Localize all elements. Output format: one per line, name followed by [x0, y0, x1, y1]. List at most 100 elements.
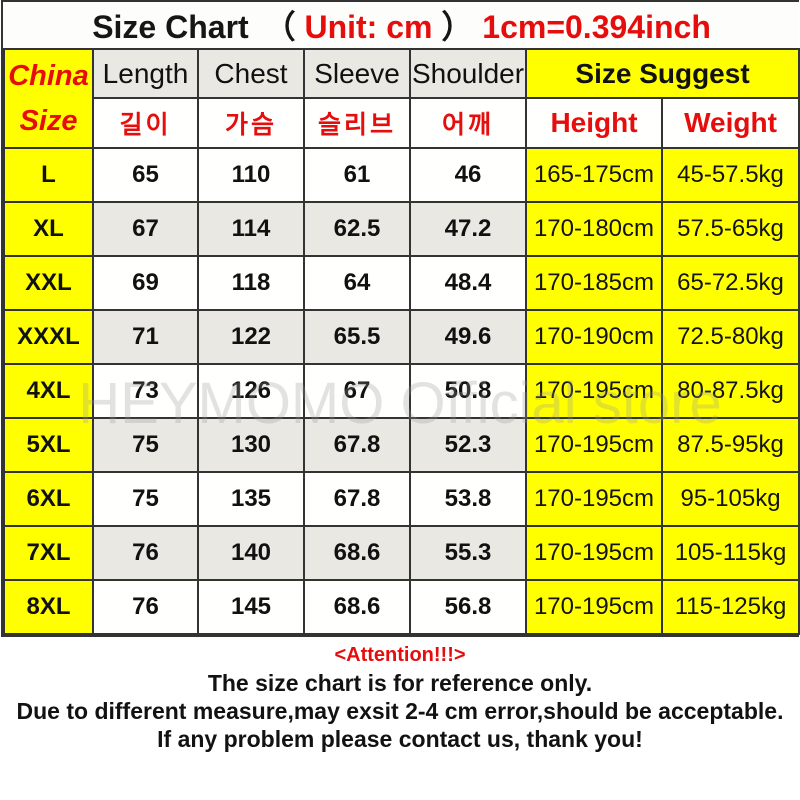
cell-shoulder: 50.8 [409, 363, 527, 419]
cell-length: 65 [92, 147, 199, 203]
attention-line-2: Due to different measure,may exsit 2-4 c… [16, 698, 784, 724]
china-size-header: China Size [3, 48, 94, 149]
chart-title: Size Chart （ Unit: cm ） 1cm=0.394inch [4, 2, 800, 50]
cell-chest: 130 [197, 417, 305, 473]
cell-sleeve: 65.5 [303, 309, 411, 365]
cell-length: 76 [92, 579, 199, 635]
column-header-chest-korean: 가슴 [197, 97, 305, 149]
column-header-length-korean: 길이 [92, 97, 199, 149]
size-suggest-header: Size Suggest [524, 48, 800, 99]
column-header-sleeve-korean: 슬리브 [303, 97, 411, 149]
cell-height: 170-195cm [525, 417, 663, 473]
cell-height: 170-195cm [525, 471, 663, 527]
cell-chest: 140 [197, 525, 305, 581]
cell-height: 170-195cm [525, 363, 663, 419]
cell-size: 7XL [3, 525, 94, 581]
cell-weight: 72.5-80kg [660, 309, 800, 365]
size-chart-table-frame: Size Chart （ Unit: cm ） 1cm=0.394inch Ch… [1, 0, 800, 637]
cell-shoulder: 56.8 [409, 579, 527, 635]
cell-weight: 45-57.5kg [660, 147, 800, 203]
cell-size: 4XL [3, 363, 94, 419]
cell-sleeve: 68.6 [303, 579, 411, 635]
cell-weight: 80-87.5kg [660, 363, 800, 419]
cell-shoulder: 53.8 [409, 471, 527, 527]
table-row: 5XL 75 130 67.8 52.3 170-195cm 87.5-95kg [3, 417, 800, 473]
attention-section: <Attention!!!> The size chart is for ref… [0, 642, 800, 753]
cell-length: 67 [92, 201, 199, 257]
table-row: 6XL 75 135 67.8 53.8 170-195cm 95-105kg [3, 471, 800, 527]
cell-size: XXXL [3, 309, 94, 365]
title-row: Size Chart （ Unit: cm ） 1cm=0.394inch [4, 2, 800, 50]
cell-size: L [3, 147, 94, 203]
title-unit: Unit: cm [304, 9, 433, 45]
cell-height: 170-195cm [525, 525, 663, 581]
table-row: 8XL 76 145 68.6 56.8 170-195cm 115-125kg [3, 579, 800, 635]
header-row-korean: 길이 가슴 슬리브 어깨 Height Weight [4, 97, 800, 149]
cell-weight: 87.5-95kg [660, 417, 800, 473]
cell-weight: 105-115kg [660, 525, 800, 581]
cell-length: 75 [92, 417, 199, 473]
cell-length: 76 [92, 525, 199, 581]
cell-size: 8XL [3, 579, 94, 635]
cell-height: 170-195cm [525, 579, 663, 635]
column-header-shoulder-korean: 어깨 [409, 97, 527, 149]
table-row: 4XL 73 126 67 50.8 170-195cm 80-87.5kg [3, 363, 800, 419]
cell-size: XXL [3, 255, 94, 311]
cell-chest: 110 [197, 147, 305, 203]
cell-weight: 115-125kg [660, 579, 800, 635]
title-main: Size Chart [92, 9, 249, 45]
cell-sleeve: 67.8 [303, 471, 411, 527]
header-row-english: China Size Length Chest Sleeve Shoulder … [3, 48, 800, 149]
title-close-paren: ） [441, 9, 474, 45]
cell-sleeve: 67.8 [303, 417, 411, 473]
column-header-weight: Weight [660, 97, 800, 149]
cell-chest: 114 [197, 201, 305, 257]
cell-chest: 135 [197, 471, 305, 527]
cell-sleeve: 62.5 [303, 201, 411, 257]
cell-shoulder: 47.2 [409, 201, 527, 257]
attention-line-1: The size chart is for reference only. [207, 670, 593, 696]
attention-line-3: If any problem please contact us, thank … [157, 726, 643, 752]
cell-height: 170-180cm [525, 201, 663, 257]
cell-height: 170-190cm [525, 309, 663, 365]
table-row: XXXL 71 122 65.5 49.6 170-190cm 72.5-80kg [3, 309, 800, 365]
cell-height: 165-175cm [525, 147, 663, 203]
cell-chest: 122 [197, 309, 305, 365]
china-size-header-line2: Size [19, 104, 78, 137]
cell-weight: 57.5-65kg [660, 201, 800, 257]
cell-length: 69 [92, 255, 199, 311]
cell-shoulder: 49.6 [409, 309, 527, 365]
cell-weight: 95-105kg [660, 471, 800, 527]
cell-weight: 65-72.5kg [660, 255, 800, 311]
cell-sleeve: 68.6 [303, 525, 411, 581]
table-row: 7XL 76 140 68.6 55.3 170-195cm 105-115kg [3, 525, 800, 581]
cell-shoulder: 46 [409, 147, 527, 203]
cell-chest: 118 [197, 255, 305, 311]
title-conversion: 1cm=0.394inch [482, 9, 711, 45]
china-size-header-line1: China [8, 59, 89, 92]
cell-shoulder: 48.4 [409, 255, 527, 311]
size-chart-table: Size Chart （ Unit: cm ） 1cm=0.394inch Ch… [3, 2, 800, 635]
cell-size: XL [3, 201, 94, 257]
cell-chest: 145 [197, 579, 305, 635]
cell-size: 6XL [3, 471, 94, 527]
cell-sleeve: 64 [303, 255, 411, 311]
cell-height: 170-185cm [525, 255, 663, 311]
column-header-shoulder: Shoulder [409, 48, 527, 99]
cell-chest: 126 [197, 363, 305, 419]
title-open-paren: （ [263, 9, 296, 45]
cell-length: 75 [92, 471, 199, 527]
cell-shoulder: 55.3 [409, 525, 527, 581]
cell-length: 71 [92, 309, 199, 365]
column-header-chest: Chest [197, 48, 305, 99]
column-header-length: Length [92, 48, 199, 99]
table-row: XL 67 114 62.5 47.2 170-180cm 57.5-65kg [3, 201, 800, 257]
cell-sleeve: 67 [303, 363, 411, 419]
attention-heading: <Attention!!!> [334, 644, 466, 666]
cell-size: 5XL [3, 417, 94, 473]
table-row: L 65 110 61 46 165-175cm 45-57.5kg [3, 147, 800, 203]
column-header-height: Height [525, 97, 663, 149]
cell-length: 73 [92, 363, 199, 419]
cell-sleeve: 61 [303, 147, 411, 203]
